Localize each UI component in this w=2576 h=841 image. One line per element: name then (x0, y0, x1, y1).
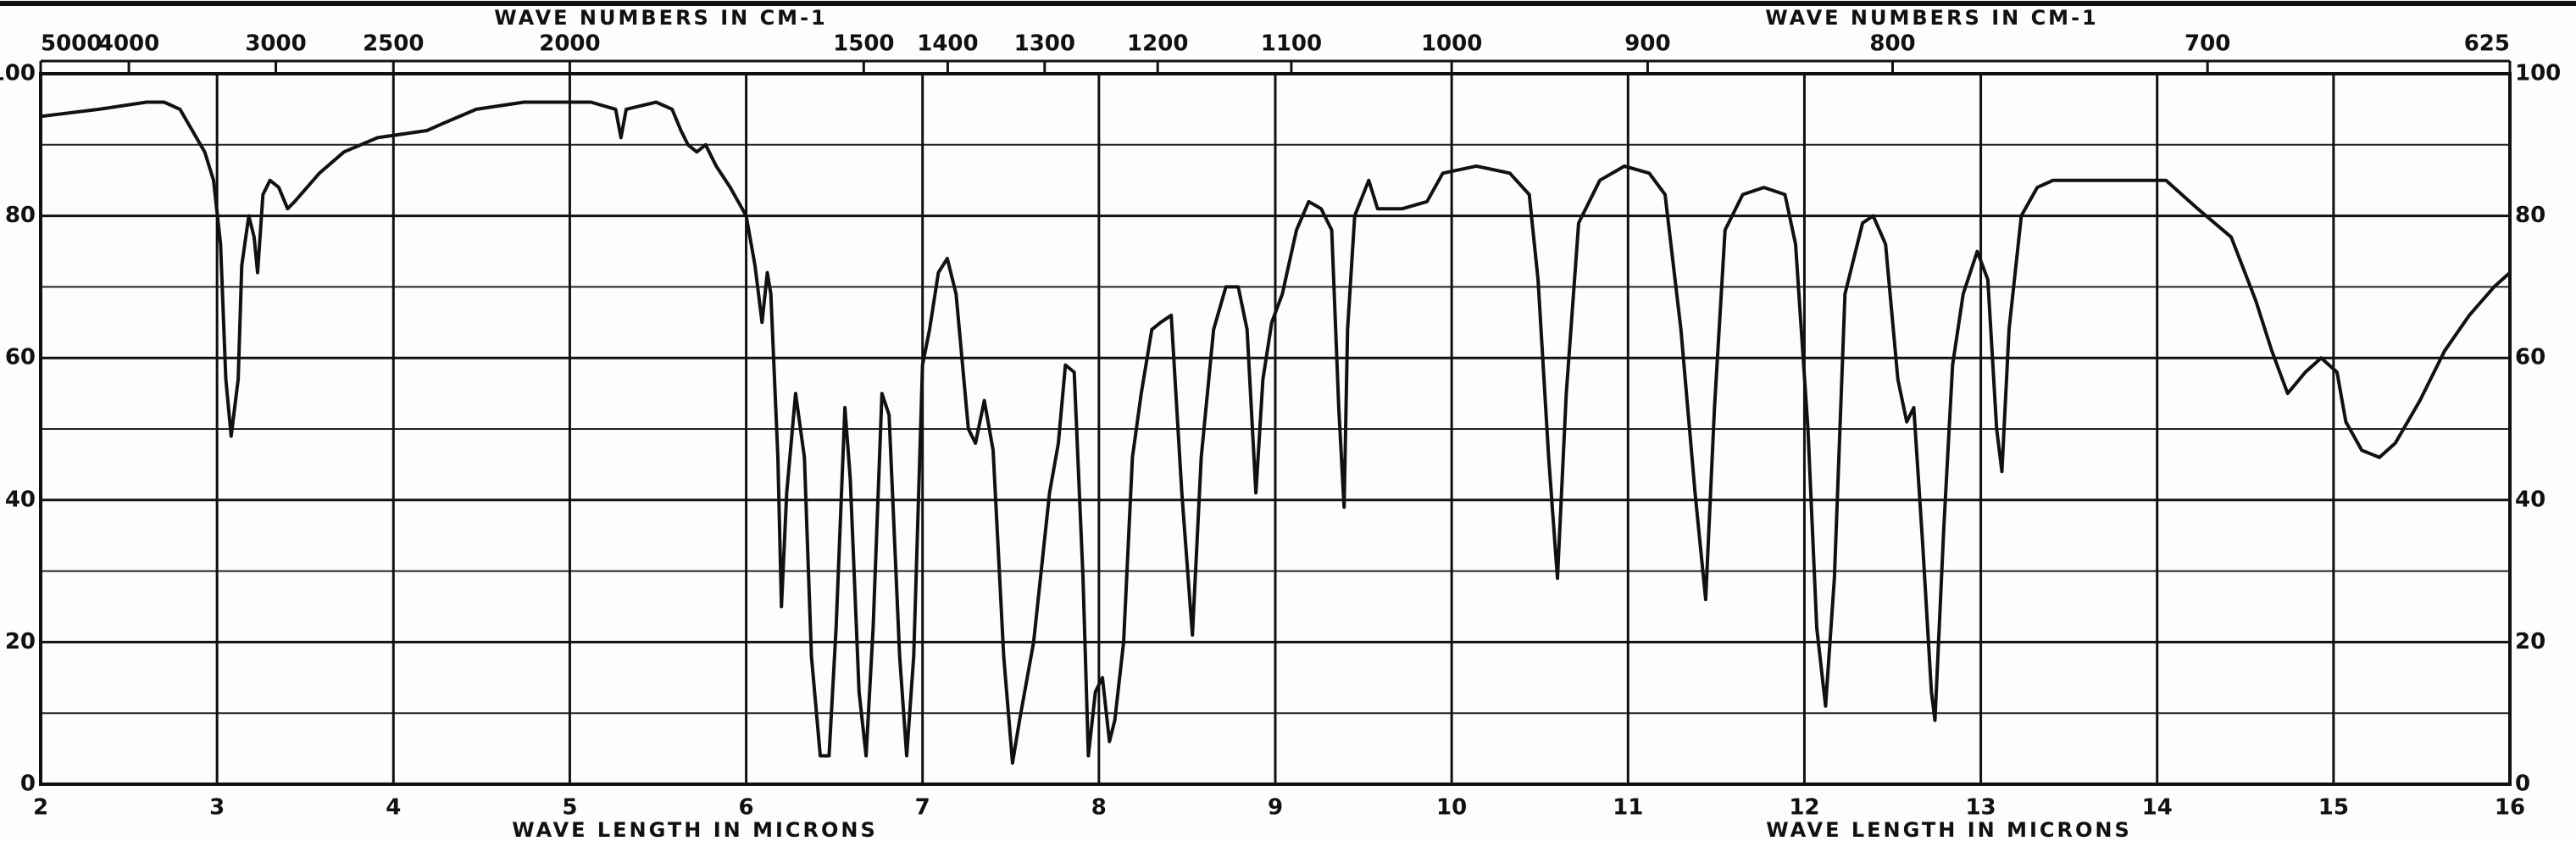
x-tick-label: 16 (2495, 795, 2525, 821)
x2-tick-label: 4000 (98, 31, 159, 57)
x2-tick-label: 625 (2464, 31, 2510, 57)
x2-tick-label: 700 (2185, 31, 2230, 57)
x2-axis-title: WAVE NUMBERS IN CM-1 (494, 6, 827, 30)
x2-tick-label: 1000 (1421, 31, 1482, 57)
x-tick-label: 9 (1268, 795, 1283, 821)
x-tick-label: 10 (1436, 795, 1467, 821)
x-tick-label: 2 (33, 795, 48, 821)
y2-tick-label: 40 (2515, 487, 2545, 512)
x-axis-title: WAVE LENGTH IN MICRONS (1766, 818, 2132, 841)
x2-tick-label: 800 (1869, 31, 1915, 57)
x-tick-label: 3 (209, 795, 225, 821)
y2-tick-label: 20 (2515, 629, 2545, 654)
x2-tick-label: 5000 (41, 31, 102, 57)
x2-tick-label: 1500 (833, 31, 894, 57)
y-tick-label: 80 (5, 203, 36, 228)
y-tick-label: 100 (0, 61, 36, 86)
y-tick-label: 0 (20, 771, 36, 797)
x-tick-label: 8 (1091, 795, 1107, 821)
x2-tick-label: 1400 (917, 31, 978, 57)
x2-axis-title: WAVE NUMBERS IN CM-1 (1765, 6, 2098, 30)
x-tick-label: 4 (386, 795, 401, 821)
x2-tick-label: 2500 (363, 31, 424, 57)
y-tick-label: 60 (5, 345, 36, 370)
y2-tick-label: 0 (2515, 771, 2530, 797)
x-tick-label: 5 (562, 795, 577, 821)
x-tick-label: 7 (915, 795, 930, 821)
y2-tick-label: 80 (2515, 203, 2545, 228)
x-tick-label: 11 (1613, 795, 1643, 821)
x-tick-label: 6 (739, 795, 754, 821)
spectrum-line (40, 100, 2512, 765)
x2-tick-label: 1100 (1261, 31, 1322, 57)
y-tick-label: 40 (5, 487, 36, 512)
x2-tick-label: 2000 (539, 31, 600, 57)
x-tick-label: 12 (1789, 795, 1819, 821)
x-tick-label: 14 (2142, 795, 2173, 821)
y2-tick-label: 60 (2515, 345, 2545, 370)
plot-frame (39, 72, 2512, 786)
x2-tick-label: 900 (1624, 31, 1670, 57)
x2-tick-label: 1300 (1014, 31, 1075, 57)
x2-tick-label: 1200 (1127, 31, 1188, 57)
x-tick-label: 13 (1965, 795, 1996, 821)
x2-tick-label: 3000 (245, 31, 306, 57)
y-tick-label: 20 (5, 629, 36, 654)
x-axis-title: WAVE LENGTH IN MICRONS (512, 818, 878, 841)
y2-tick-label: 100 (2515, 61, 2561, 86)
x-tick-label: 15 (2318, 795, 2349, 821)
